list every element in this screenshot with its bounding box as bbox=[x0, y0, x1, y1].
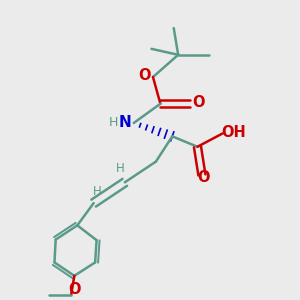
Text: H: H bbox=[93, 185, 102, 198]
Text: O: O bbox=[197, 170, 210, 185]
Text: N: N bbox=[118, 115, 131, 130]
Text: O: O bbox=[68, 282, 80, 297]
Text: O: O bbox=[138, 68, 151, 83]
Text: H: H bbox=[109, 116, 118, 129]
Text: O: O bbox=[192, 95, 205, 110]
Text: H: H bbox=[116, 163, 125, 176]
Text: OH: OH bbox=[221, 125, 246, 140]
